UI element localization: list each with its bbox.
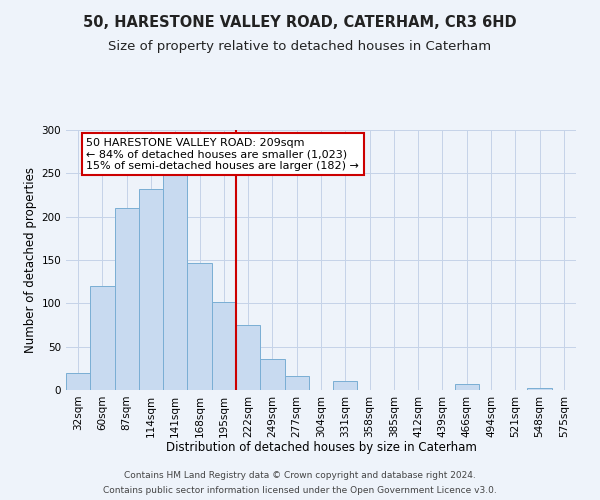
- Bar: [163, 174, 187, 390]
- Text: Size of property relative to detached houses in Caterham: Size of property relative to detached ho…: [109, 40, 491, 53]
- Bar: [236, 325, 260, 390]
- Bar: [115, 208, 139, 390]
- Bar: [333, 382, 358, 390]
- X-axis label: Distribution of detached houses by size in Caterham: Distribution of detached houses by size …: [166, 441, 476, 454]
- Bar: [139, 189, 163, 390]
- Text: 50, HARESTONE VALLEY ROAD, CATERHAM, CR3 6HD: 50, HARESTONE VALLEY ROAD, CATERHAM, CR3…: [83, 15, 517, 30]
- Bar: [90, 286, 115, 390]
- Bar: [66, 372, 90, 390]
- Text: Contains public sector information licensed under the Open Government Licence v3: Contains public sector information licen…: [103, 486, 497, 495]
- Text: 50 HARESTONE VALLEY ROAD: 209sqm
← 84% of detached houses are smaller (1,023)
15: 50 HARESTONE VALLEY ROAD: 209sqm ← 84% o…: [86, 138, 359, 171]
- Bar: [212, 302, 236, 390]
- Y-axis label: Number of detached properties: Number of detached properties: [24, 167, 37, 353]
- Bar: [455, 384, 479, 390]
- Text: Contains HM Land Registry data © Crown copyright and database right 2024.: Contains HM Land Registry data © Crown c…: [124, 471, 476, 480]
- Bar: [284, 376, 309, 390]
- Bar: [527, 388, 552, 390]
- Bar: [187, 262, 212, 390]
- Bar: [260, 359, 284, 390]
